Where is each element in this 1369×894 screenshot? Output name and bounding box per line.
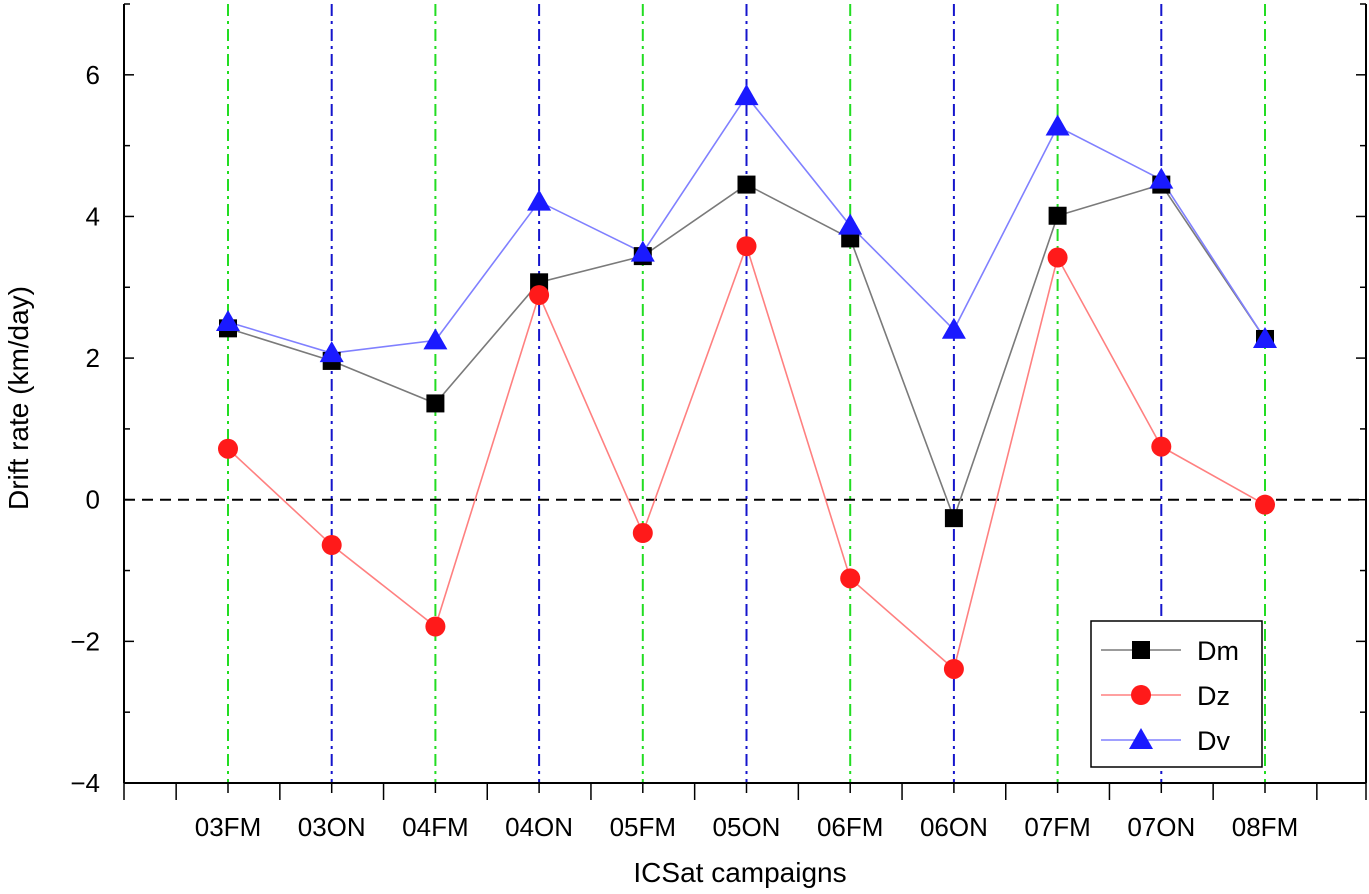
point-dv-07on: [1149, 167, 1174, 189]
series-markers: [216, 84, 1277, 679]
x-tick-label-06on: 06ON: [920, 812, 988, 842]
point-dm-06on: [944, 509, 963, 528]
x-tick-label-07fm: 07FM: [1024, 812, 1090, 842]
point-dv-08fm: [1253, 326, 1277, 348]
point-dv-03fm: [216, 309, 240, 331]
point-dm-05on: [737, 175, 756, 194]
point-dz-05fm: [632, 523, 653, 544]
point-dm-04fm: [426, 394, 445, 413]
point-dv-05fm: [630, 240, 655, 262]
legend-box: [1090, 620, 1263, 768]
point-dm-07fm: [1048, 206, 1067, 225]
x-axis-title: ICSat campaigns: [633, 857, 846, 888]
x-tick-label-07on: 07ON: [1127, 812, 1195, 842]
point-dz-03on: [321, 535, 342, 556]
y-tick-label-2: 2: [86, 343, 100, 373]
y-tick-label-neg4: −4: [70, 768, 100, 798]
point-dv-03on: [319, 341, 344, 363]
vertical-campaign-lines: [227, 4, 1266, 783]
x-tick-label-03on: 03ON: [298, 812, 366, 842]
point-dz-04fm: [425, 616, 446, 637]
legend-label-dz: Dz: [1197, 681, 1230, 711]
y-tick-label-6: 6: [86, 60, 100, 90]
legend-marker-dz: [1131, 685, 1151, 705]
x-tick-label-06fm: 06FM: [817, 812, 883, 842]
point-dz-04on: [529, 285, 550, 306]
point-dz-03fm: [218, 438, 238, 459]
y-tick-label-4: 4: [86, 201, 100, 231]
point-dv-06on: [941, 317, 966, 339]
point-dv-04fm: [423, 328, 448, 350]
point-dv-05on: [734, 84, 759, 106]
point-dz-06on: [943, 658, 964, 679]
x-tick-label-03fm: 03FM: [195, 812, 261, 842]
y-tick-label-neg2: −2: [70, 626, 100, 656]
x-tick-label-05on: 05ON: [713, 812, 781, 842]
point-dz-07on: [1151, 436, 1172, 457]
y-tick-labels: −4 −2 0 2 4 6: [70, 60, 100, 798]
legend-marker-dv: [1129, 728, 1153, 749]
point-dz-05on: [736, 236, 757, 257]
y-tick-label-0: 0: [86, 485, 100, 515]
axes: [123, 3, 1367, 800]
point-dz-07fm: [1047, 247, 1068, 268]
point-dv-06fm: [838, 213, 863, 235]
legend-label-dv: Dv: [1197, 726, 1230, 756]
x-tick-label-04fm: 04FM: [402, 812, 468, 842]
legend-label-dm: Dm: [1197, 636, 1239, 666]
legend: Dm Dz Dv: [1090, 620, 1263, 768]
x-tick-label-08fm: 08FM: [1232, 812, 1298, 842]
point-dz-08fm: [1255, 494, 1275, 515]
point-dv-07fm: [1045, 114, 1070, 136]
point-dv-04on: [527, 189, 552, 211]
legend-marker-dm: [1132, 641, 1150, 659]
point-dz-06fm: [840, 568, 861, 589]
x-tick-label-04on: 04ON: [505, 812, 573, 842]
x-tick-label-05fm: 05FM: [610, 812, 676, 842]
y-axis-title: Drift rate (km/day): [3, 286, 34, 510]
x-tick-labels: 03FM 03ON 04FM 04ON 05FM 05ON 06FM 06ON 07FM 07ON…: [195, 812, 1298, 842]
